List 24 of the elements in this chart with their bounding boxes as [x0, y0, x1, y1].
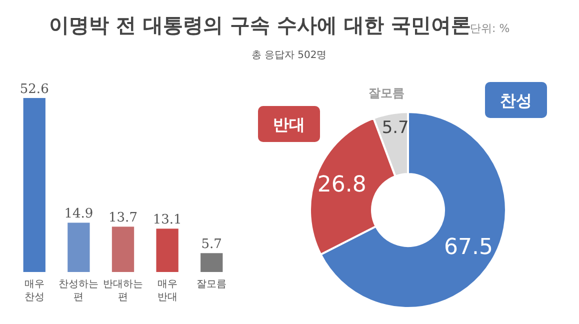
data-label: 14.9 — [64, 206, 94, 222]
chart-title: 이명박 전 대통령의 구속 수사에 대한 국민여론 — [49, 13, 471, 37]
chart-subtitle: 총 응답자 502명 — [251, 50, 327, 61]
x-tick-label: 찬성하는 편 — [58, 279, 99, 303]
x-tick-label: 잘모름 — [196, 279, 227, 290]
slice-label: 반대 — [273, 115, 305, 134]
bar — [200, 253, 223, 272]
slice-label: 찬성 — [500, 91, 532, 110]
slice-label: 잘모름 — [368, 86, 405, 100]
x-tick-label: 반대하는 편 — [103, 279, 143, 303]
text: 단위: % — [470, 22, 510, 35]
bar — [68, 222, 90, 272]
data-label: 13.7 — [108, 210, 138, 226]
bar — [23, 98, 46, 272]
bar — [156, 228, 178, 272]
x-tick-label: 매우 찬성 — [24, 279, 44, 303]
bar — [112, 226, 134, 272]
data-label: 5.7 — [382, 118, 409, 138]
data-label: 52.6 — [20, 82, 49, 97]
data-label: 67.5 — [444, 235, 494, 260]
data-label: 26.8 — [317, 172, 366, 198]
data-label: 13.1 — [152, 212, 182, 228]
x-tick-label: 매우 반대 — [157, 279, 178, 303]
data-label: 5.7 — [201, 237, 222, 252]
